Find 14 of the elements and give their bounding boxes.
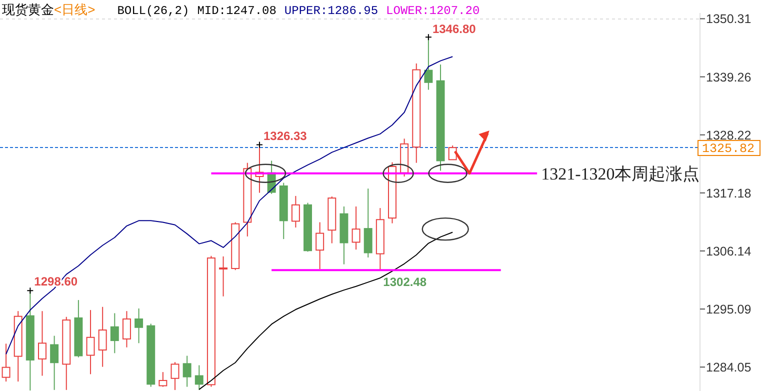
y-tick-label: 1284.05 [706,360,752,375]
annotation: 1302.48 [383,275,427,290]
y-tick-label: 1328.22 [706,128,752,142]
y-tick-label: 1295.09 [706,302,752,317]
ref-line-label: 1325.82 [702,142,755,156]
y-tick-label: 1350.31 [706,12,752,26]
y-tick-label: 1339.26 [706,70,752,84]
annotation: 1326.33 [263,128,308,143]
annotation: 1346.80 [432,22,476,36]
line-series [6,56,454,355]
y-tick-label: 1306.14 [706,244,752,258]
annotation: 1321-1320本周起涨点 [541,164,700,184]
y-tick-label: 1317.18 [706,186,752,200]
line-series [198,232,454,390]
